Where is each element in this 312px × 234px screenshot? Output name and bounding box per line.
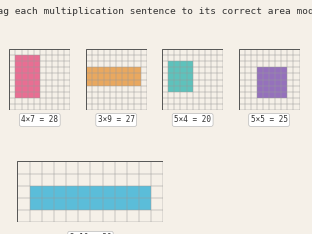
Text: 3×9 = 27: 3×9 = 27 bbox=[98, 115, 135, 124]
Bar bbox=[30, 186, 151, 210]
Text: 2×10 = 20: 2×10 = 20 bbox=[70, 233, 111, 234]
Text: Drag each multiplication sentence to its correct area model: Drag each multiplication sentence to its… bbox=[0, 7, 312, 16]
Text: 5×5 = 25: 5×5 = 25 bbox=[251, 115, 288, 124]
Bar bbox=[257, 67, 287, 98]
Text: 5×4 = 20: 5×4 = 20 bbox=[174, 115, 211, 124]
Text: 4×7 = 28: 4×7 = 28 bbox=[21, 115, 58, 124]
Bar bbox=[168, 61, 193, 92]
Bar bbox=[86, 67, 140, 86]
Bar bbox=[15, 55, 40, 98]
